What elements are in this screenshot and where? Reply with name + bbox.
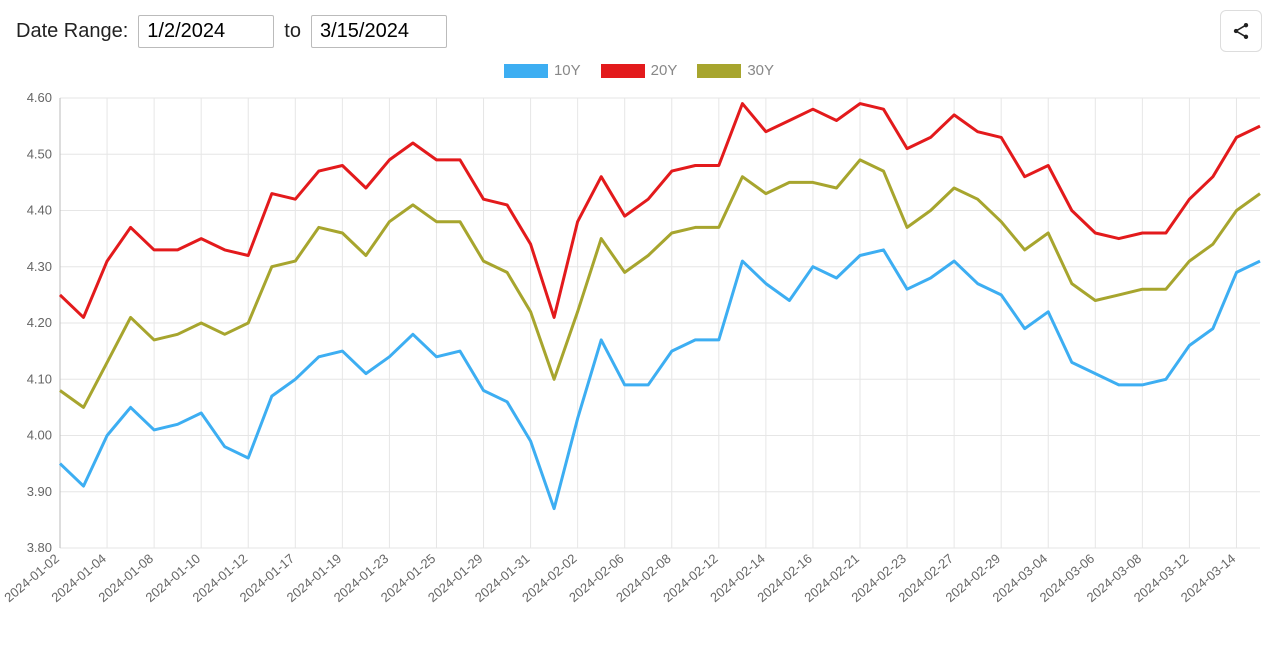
svg-text:4.60: 4.60 [27, 90, 52, 105]
legend-label-30y: 30Y [747, 62, 774, 79]
date-to-input[interactable] [311, 15, 447, 48]
date-range-label: Date Range: [16, 20, 128, 43]
legend-label-20y: 20Y [651, 62, 678, 79]
legend-label-10y: 10Y [554, 62, 581, 79]
legend-swatch-10y [504, 64, 548, 78]
legend: 10Y 20Y 30Y [0, 62, 1278, 79]
line-chart: 3.803.904.004.104.204.304.404.504.602024… [0, 62, 1278, 652]
svg-text:3.80: 3.80 [27, 540, 52, 555]
share-button[interactable] [1220, 10, 1262, 52]
share-icon [1231, 21, 1251, 41]
svg-text:4.40: 4.40 [27, 203, 52, 218]
svg-text:4.50: 4.50 [27, 146, 52, 161]
legend-item-10y[interactable]: 10Y [504, 62, 581, 79]
toolbar: Date Range: to [0, 0, 1278, 62]
svg-text:4.10: 4.10 [27, 371, 52, 386]
legend-swatch-20y [601, 64, 645, 78]
svg-text:4.20: 4.20 [27, 315, 52, 330]
legend-item-20y[interactable]: 20Y [601, 62, 678, 79]
legend-swatch-30y [697, 64, 741, 78]
date-from-input[interactable] [138, 15, 274, 48]
svg-text:4.30: 4.30 [27, 259, 52, 274]
date-to-label: to [284, 20, 301, 43]
svg-text:3.90: 3.90 [27, 484, 52, 499]
svg-text:4.00: 4.00 [27, 428, 52, 443]
chart-area: 10Y 20Y 30Y 3.80 3.90 4.00 4.10 4.20 4.30 4.40… [0, 62, 1278, 652]
legend-item-30y[interactable]: 30Y [697, 62, 774, 79]
